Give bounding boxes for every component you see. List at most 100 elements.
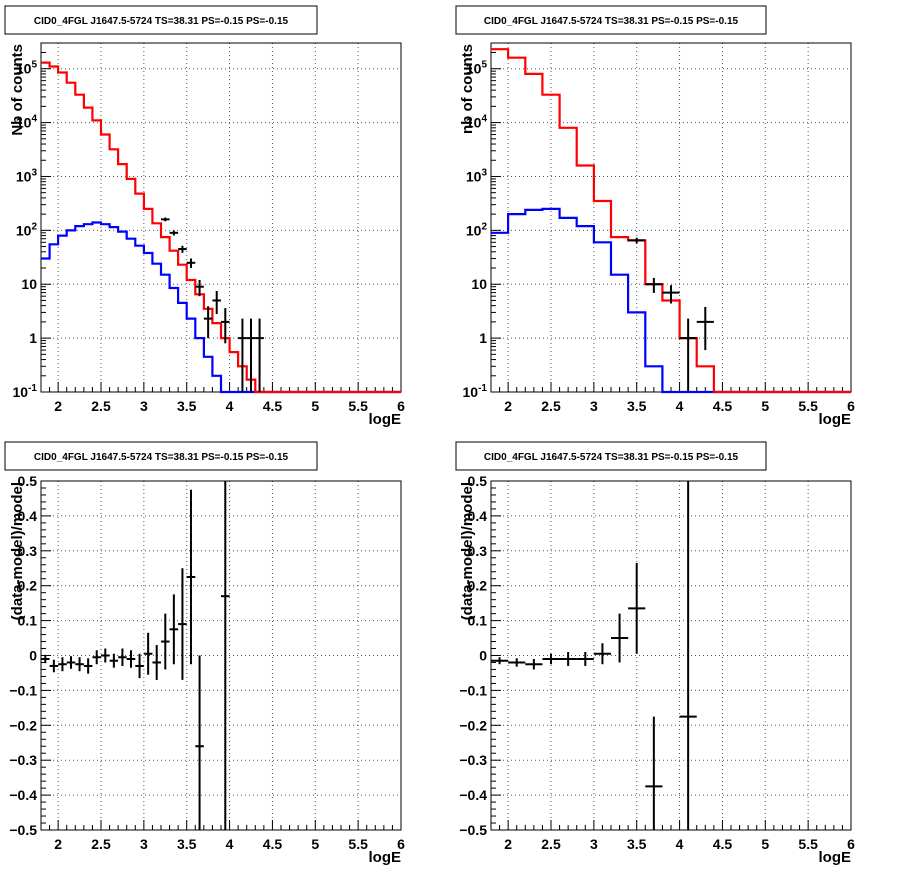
y-tick-label: 0.5	[468, 473, 488, 489]
title-box	[4, 5, 318, 35]
y-tick-label: 0.4	[18, 508, 38, 524]
y-tick-label: −0.1	[459, 682, 487, 698]
residual-point	[152, 645, 161, 680]
y-tick-label: 103	[466, 167, 488, 184]
y-tick-label: 104	[16, 114, 38, 131]
x-tick-label: 4.5	[713, 836, 733, 852]
total-model-histogram	[491, 48, 851, 394]
y-tick-label: 0	[479, 648, 487, 664]
x-tick-label: 2.5	[541, 398, 561, 414]
data-point	[161, 217, 170, 222]
x-tick-label: 2	[54, 836, 62, 852]
y-tick-label: 104	[466, 114, 488, 131]
x-tick-label: 3.5	[177, 398, 197, 414]
y-tick-label: 0.3	[18, 543, 38, 559]
residual-point	[161, 613, 170, 670]
residual-point	[542, 653, 560, 665]
panel-top-right: CID0_4FGL J1647.5-5724 TS=38.31 PS=-0.15…	[455, 5, 855, 428]
data-point	[628, 237, 646, 244]
panel-bottom-right: CID0_4FGL J1647.5-5724 TS=38.31 PS=-0.15…	[455, 441, 855, 866]
x-tick-label: 3.5	[177, 836, 197, 852]
data-point	[645, 277, 663, 293]
x-tick-label: 3	[590, 398, 598, 414]
x-tick-label: 5	[311, 836, 319, 852]
x-tick-label: 4	[226, 836, 234, 852]
x-tick-label: 2	[504, 398, 512, 414]
plot-area: 2 2.5 3 3.5 4 4.5 5 5.5 6 −0.5 −0.4 −0.3 −0.2 −0.1 0 0.…	[459, 473, 855, 852]
residual-point	[186, 489, 196, 665]
data-point	[203, 306, 213, 339]
y-tick-label: 103	[16, 167, 38, 184]
residual-point	[83, 658, 93, 674]
x-tick-label: 6	[847, 398, 855, 414]
y-tick-label: 0.4	[468, 508, 488, 524]
panel-title: CID0_4FGL J1647.5-5724 TS=38.31 PS=-0.15…	[34, 16, 289, 27]
x-tick-label: 5	[761, 836, 769, 852]
data-point	[696, 306, 714, 351]
residual-point	[143, 632, 153, 675]
y-tick-label: 0.5	[18, 473, 38, 489]
x-tick-label: 3	[590, 836, 598, 852]
data-point	[662, 285, 680, 304]
y-tick-label: −0.3	[9, 752, 37, 768]
residual-point	[593, 643, 611, 665]
title-box	[455, 5, 767, 35]
x-tick-label: 4	[226, 398, 234, 414]
y-axis-label: nb of counts	[459, 44, 476, 134]
x-tick-label: 4.5	[713, 398, 733, 414]
y-tick-label: 102	[466, 221, 488, 238]
y-tick-label: 0.3	[468, 543, 488, 559]
x-tick-label: 2.5	[91, 398, 111, 414]
y-tick-label: 0.1	[468, 613, 488, 629]
y-tick-label: −0.2	[9, 717, 37, 733]
y-axis-label: (data-model)/model	[459, 482, 476, 620]
residual-point	[135, 653, 144, 679]
plot-area: 2 2.5 3 3.5 4 4.5 5 5.5 6 −0.5 −0.4 −0.3 −0.2 −0.1 0 0.…	[9, 473, 405, 852]
data-point	[212, 290, 221, 315]
x-tick-label: 2.5	[91, 836, 111, 852]
data-point	[221, 308, 230, 344]
residual-point	[169, 594, 179, 665]
y-tick-label: 1	[479, 330, 487, 346]
data-point	[246, 318, 256, 392]
plot-area: 2 2.5 3 3.5 4 4.5 5 5.5 6 10-1 1 10 102 103 104 105	[13, 42, 405, 414]
y-tick-label: −0.4	[9, 787, 37, 803]
y-tick-label: −0.4	[459, 787, 487, 803]
residual-point	[75, 657, 84, 672]
data-point	[679, 318, 697, 392]
residual-point	[178, 568, 187, 680]
y-tick-label: 10	[21, 276, 37, 292]
y-tick-label: −0.5	[459, 822, 487, 838]
x-tick-label: 4	[676, 836, 684, 852]
title-box	[4, 441, 318, 471]
residual-point	[628, 563, 646, 654]
y-tick-label: −0.1	[9, 682, 37, 698]
residual-point	[101, 648, 110, 663]
data-point	[238, 318, 247, 392]
y-tick-label: 0.2	[468, 578, 488, 594]
plot-area: 2 2.5 3 3.5 4 4.5 5 5.5 6 10-1 1 10 102 103 104 105	[463, 42, 855, 414]
residual-point	[559, 652, 577, 666]
x-tick-label: 5.5	[348, 836, 368, 852]
x-tick-label: 4	[676, 398, 684, 414]
y-tick-label: 105	[466, 60, 488, 77]
residual-point	[508, 658, 526, 667]
y-tick-label: −0.2	[459, 717, 487, 733]
residual-point	[92, 650, 101, 665]
total-model-histogram	[41, 61, 401, 394]
residual-point	[118, 648, 127, 666]
x-tick-label: 2	[54, 398, 62, 414]
x-tick-label: 2	[504, 836, 512, 852]
y-tick-label: 105	[16, 60, 38, 77]
data-point	[195, 279, 204, 297]
x-tick-label: 6	[397, 836, 405, 852]
x-tick-label: 4.5	[263, 398, 283, 414]
x-tick-label: 4.5	[263, 836, 283, 852]
panel-title: CID0_4FGL J1647.5-5724 TS=38.31 PS=-0.15…	[34, 452, 289, 463]
residual-point	[58, 657, 67, 672]
y-tick-label: 102	[16, 221, 38, 238]
y-tick-label: −0.5	[9, 822, 37, 838]
y-tick-label: 10-1	[463, 383, 488, 400]
data-point	[255, 318, 264, 392]
residual-point	[41, 654, 50, 664]
